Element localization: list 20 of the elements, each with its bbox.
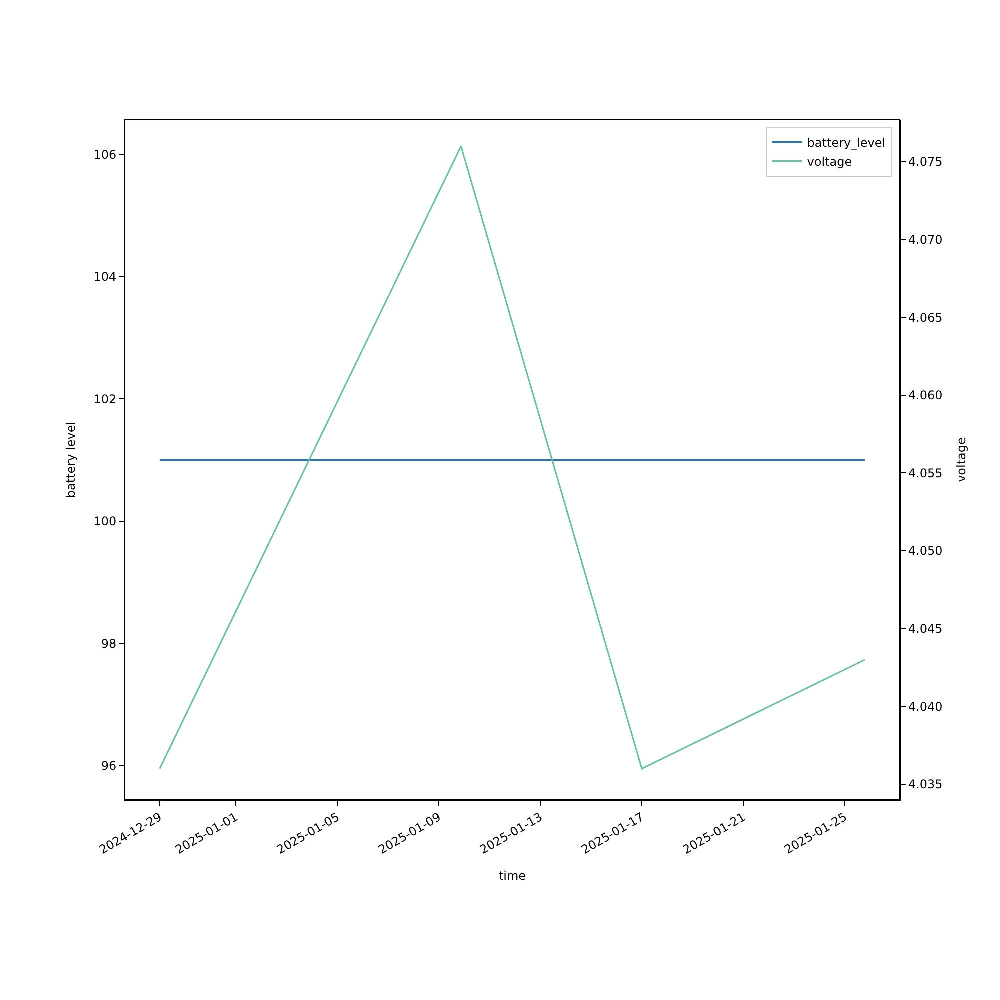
y2-axis-title: voltage <box>954 438 969 482</box>
y2-tick-label: 4.065 <box>908 310 943 325</box>
y-axis-title: battery level <box>64 422 78 498</box>
y-tick-label: 104 <box>94 270 117 284</box>
y2-tick-label: 4.075 <box>908 155 943 170</box>
y-tick-label: 106 <box>94 148 117 162</box>
x-axis-title: time <box>498 868 526 883</box>
y2-tick-label: 4.060 <box>908 388 943 403</box>
y2-tick-label: 4.070 <box>908 233 943 248</box>
y2-tick-label: 4.040 <box>908 700 943 714</box>
y2-tick-label: 4.055 <box>908 466 943 480</box>
y-tick-label: 96 <box>101 758 117 773</box>
legend-label: voltage <box>807 154 852 169</box>
y-tick-label: 98 <box>101 636 117 651</box>
y2-tick-label: 4.045 <box>908 622 943 636</box>
y2-tick-label: 4.035 <box>908 778 943 792</box>
y-tick-label: 100 <box>94 514 117 529</box>
y-tick-label: 102 <box>94 392 117 406</box>
legend-label: battery_level <box>807 136 886 150</box>
y2-tick-label: 4.050 <box>908 544 943 558</box>
